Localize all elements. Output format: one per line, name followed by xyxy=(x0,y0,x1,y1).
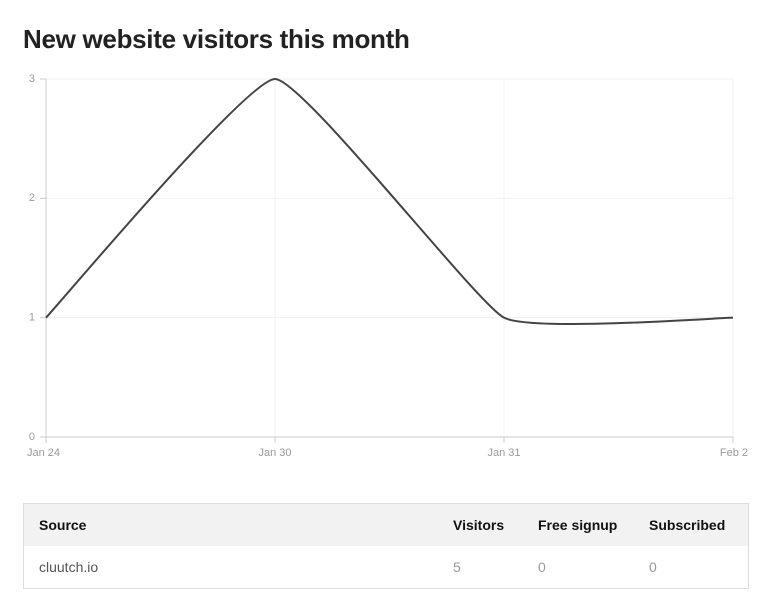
table-cell: cluutch.io xyxy=(39,559,99,575)
line-series xyxy=(45,77,734,326)
column-header: Subscribed xyxy=(649,503,749,546)
y-tick-label: 0 xyxy=(29,431,35,443)
chart: 0 1 2 3 Jan 24 Jan 30 Jan 31 Feb 2 xyxy=(27,73,748,459)
x-tick-label: Feb 2 xyxy=(720,447,748,459)
table-cell: 0 xyxy=(649,559,657,575)
column-header: Visitors xyxy=(453,503,538,546)
y-tick-label: 2 xyxy=(29,192,35,204)
column-header: Source xyxy=(23,503,453,546)
x-tick-label: Jan 31 xyxy=(487,447,520,459)
chart-title: New website visitors this month xyxy=(23,24,410,54)
y-tick-label: 1 xyxy=(29,312,35,324)
table-cell: 0 xyxy=(538,559,546,575)
table-row: cluutch.io 5 0 0 xyxy=(24,546,749,589)
column-header: Free signup xyxy=(538,503,649,546)
sources-table: Source Visitors Free signup Subscribed c… xyxy=(23,503,749,589)
table-cell: 5 xyxy=(453,559,461,575)
table-header-row: Source Visitors Free signup Subscribed xyxy=(23,503,749,546)
x-tick-label: Jan 30 xyxy=(258,447,291,459)
y-tick-label: 3 xyxy=(29,73,35,85)
x-tick-label: Jan 24 xyxy=(27,447,60,459)
